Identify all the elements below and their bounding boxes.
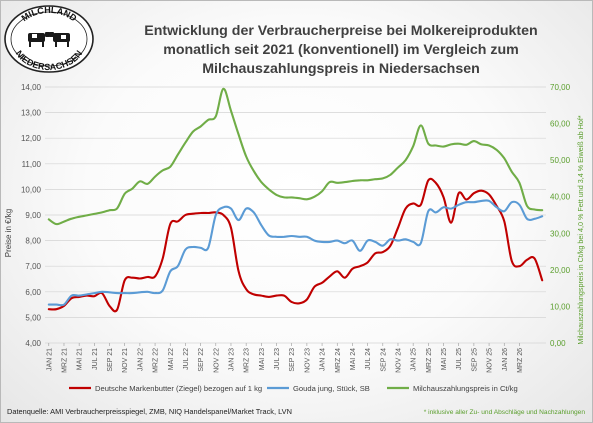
y-tick-left-label: 7,00: [25, 262, 41, 271]
x-tick-label: JAN 21: [46, 348, 53, 371]
x-tick-label: JAN 25: [411, 348, 418, 371]
x-tick-label: JUL 23: [274, 348, 281, 370]
source-note: Datenquelle: AMI Verbraucherpreisspiegel…: [7, 407, 292, 416]
footnote: * inklusive aller Zu- und Abschläge und …: [424, 409, 586, 416]
y-tick-right-label: 60,00: [550, 120, 571, 129]
x-tick-label: MAI 21: [77, 348, 84, 370]
x-tick-label: NOV 21: [122, 348, 129, 373]
y-tick-right-label: 40,00: [550, 193, 571, 202]
y-tick-left-label: 11,00: [22, 160, 42, 169]
legend: Deutsche Markenbutter (Ziegel) bezogen a…: [69, 384, 518, 393]
y-tick-right-label: 50,00: [550, 156, 571, 165]
x-tick-label: SEP 21: [107, 348, 114, 372]
y-tick-left-label: 4,00: [25, 339, 41, 348]
y-tick-left-label: 6,00: [25, 288, 41, 297]
y-tick-left-label: 13,00: [21, 109, 42, 118]
y-ticks-left: 4,00 5,00 6,00 7,00 8,00 9,00 10,00 11,00 12,00 1…: [21, 83, 42, 348]
x-tick-label: NOV 25: [487, 348, 494, 373]
x-tick-label: NOV 24: [395, 348, 402, 373]
chart-title-line-2: monatlich seit 2021 (konventionell) im V…: [163, 42, 519, 58]
x-tick-label: MRZ 23: [244, 348, 251, 373]
y-axis-right-label: Milchauszahlungspreis in Ct/kg bei 4,0 %…: [576, 115, 585, 345]
y-tick-left-label: 8,00: [25, 237, 41, 246]
gouda-series-line: [47, 199, 544, 307]
x-tick-label: NOV 22: [213, 348, 220, 373]
x-tick-label: MRZ 24: [335, 348, 342, 373]
y-tick-left-label: 14,00: [21, 83, 42, 92]
y-tick-left-label: 5,00: [25, 313, 41, 322]
x-tick-label: JUL 22: [183, 348, 190, 370]
x-tick-label: SEP 24: [380, 348, 387, 372]
milchland-logo: MILCHLAND NIEDERSACHSEN: [4, 5, 94, 73]
x-tick-label: SEP 22: [198, 348, 205, 372]
butter-series-line: [47, 177, 544, 313]
x-ticks: JAN 21 MRZ 21 MAI 21 JUL 21 SEP 21 NOV 21 JAN …: [46, 343, 524, 373]
x-tick-label: MAI 23: [259, 348, 266, 370]
x-tick-label: MRZ 25: [426, 348, 433, 373]
x-tick-label: MRZ 21: [61, 348, 68, 373]
x-tick-label: MAI 22: [168, 348, 175, 370]
cows-icon: [28, 32, 70, 47]
x-tick-label: JUL 25: [456, 348, 463, 370]
grid: [45, 86, 546, 344]
chart-title-line-1: Entwicklung der Verbraucherpreise bei Mo…: [144, 23, 537, 39]
x-tick-label: JAN 22: [137, 348, 144, 371]
x-tick-label: NOV 23: [304, 348, 311, 373]
x-tick-label: SEP 25: [471, 348, 478, 372]
y-axis-left-label: Preise in €/kg: [4, 209, 13, 257]
y-tick-right-label: 70,00: [550, 83, 571, 92]
x-tick-label: SEP 23: [289, 348, 296, 372]
x-tick-label: JAN 26: [502, 348, 509, 371]
y-tick-right-label: 10,00: [550, 302, 571, 311]
legend-label-milk: Milchauszahlungspreis in Ct/kg: [413, 384, 518, 393]
y-tick-left-label: 12,00: [21, 134, 42, 143]
y-tick-right-label: 20,00: [550, 266, 571, 275]
y-ticks-right: 0,00 10,00 20,00 30,00 40,00 50,00 60,00 70,00: [550, 83, 571, 348]
milk-price-series-line: [47, 87, 544, 226]
x-tick-label: JUL 21: [92, 348, 99, 370]
y-tick-right-label: 30,00: [550, 229, 571, 238]
x-tick-label: MAI 24: [350, 348, 357, 370]
series-lines: [47, 87, 544, 313]
y-tick-left-label: 9,00: [25, 211, 41, 220]
y-tick-left-label: 10,00: [21, 185, 42, 194]
x-tick-label: MRZ 26: [517, 348, 524, 373]
x-tick-label: JUL 24: [365, 348, 372, 370]
x-tick-label: JAN 23: [228, 348, 235, 371]
legend-label-gouda: Gouda jung, Stück, SB: [293, 384, 370, 393]
y-tick-right-label: 0,00: [550, 339, 566, 348]
chart-title-line-3: Milchauszahlungspreis in Niedersachsen: [202, 61, 480, 77]
legend-label-butter: Deutsche Markenbutter (Ziegel) bezogen a…: [95, 384, 262, 393]
x-tick-label: JAN 24: [320, 348, 327, 371]
x-tick-label: MAI 25: [441, 348, 448, 370]
x-tick-label: MRZ 22: [153, 348, 160, 373]
